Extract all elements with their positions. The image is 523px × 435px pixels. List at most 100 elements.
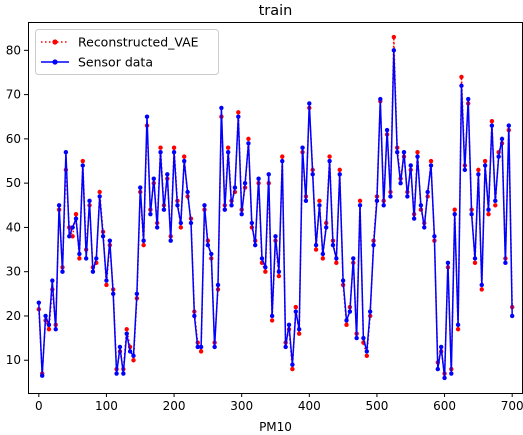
- data-point: [182, 154, 186, 158]
- data-point: [273, 234, 277, 238]
- data-point: [459, 75, 463, 79]
- data-point: [500, 137, 504, 141]
- data-point: [209, 252, 213, 256]
- data-point: [70, 225, 74, 229]
- data-point: [223, 208, 227, 212]
- data-point: [229, 203, 233, 207]
- data-point: [473, 256, 477, 260]
- data-point: [219, 106, 223, 110]
- data-point: [480, 283, 484, 287]
- y-tick-label: 80: [6, 43, 21, 57]
- data-point: [121, 371, 125, 375]
- data-point: [263, 269, 267, 273]
- data-point: [486, 212, 490, 216]
- data-point: [131, 354, 135, 358]
- data-point: [365, 349, 369, 353]
- data-point: [439, 345, 443, 349]
- data-point: [392, 35, 396, 39]
- series-sensor-data: [37, 48, 515, 380]
- data-point: [419, 203, 423, 207]
- data-point: [270, 314, 274, 318]
- data-point: [446, 261, 450, 265]
- legend-label: Reconstructed_VAE: [78, 35, 199, 50]
- legend-marker: [52, 39, 57, 44]
- data-point: [395, 150, 399, 154]
- data-point: [77, 252, 81, 256]
- data-point: [365, 354, 369, 358]
- x-tick-label: 700: [501, 399, 523, 413]
- data-point: [412, 216, 416, 220]
- data-point: [348, 309, 352, 313]
- data-point: [405, 194, 409, 198]
- data-point: [321, 256, 325, 260]
- data-point: [74, 212, 78, 216]
- data-point: [463, 168, 467, 172]
- plot-frame: [29, 23, 523, 394]
- data-point: [128, 349, 132, 353]
- data-point: [331, 243, 335, 247]
- data-point: [415, 150, 419, 154]
- data-point: [344, 318, 348, 322]
- data-point: [493, 199, 497, 203]
- chart-title: train: [259, 3, 293, 19]
- data-point: [304, 199, 308, 203]
- data-point: [473, 261, 477, 265]
- data-point: [338, 168, 342, 172]
- data-point: [158, 150, 162, 154]
- legend-label: Sensor data: [78, 55, 153, 70]
- data-point: [138, 185, 142, 189]
- data-point: [503, 261, 507, 265]
- data-point: [239, 212, 243, 216]
- data-point: [226, 150, 230, 154]
- data-point: [483, 163, 487, 167]
- data-point: [250, 221, 254, 225]
- data-point: [189, 221, 193, 225]
- data-point: [381, 203, 385, 207]
- data-point: [480, 287, 484, 291]
- x-tick-label: 400: [298, 399, 321, 413]
- data-point: [493, 203, 497, 207]
- data-point: [168, 239, 172, 243]
- data-point: [483, 159, 487, 163]
- data-point: [131, 358, 135, 362]
- data-point: [290, 367, 294, 371]
- data-point: [104, 278, 108, 282]
- data-point: [368, 309, 372, 313]
- data-point: [425, 190, 429, 194]
- data-point: [267, 172, 271, 176]
- data-point: [199, 349, 203, 353]
- data-point: [449, 371, 453, 375]
- data-point: [327, 159, 331, 163]
- data-point: [256, 177, 260, 181]
- data-point: [246, 141, 250, 145]
- data-point: [361, 336, 365, 340]
- y-tick-label: 50: [6, 176, 21, 190]
- data-point: [57, 203, 61, 207]
- data-point: [260, 256, 264, 260]
- x-axis-label: PM10: [259, 420, 292, 434]
- data-point: [172, 150, 176, 154]
- data-point: [236, 115, 240, 119]
- data-point: [294, 305, 298, 309]
- data-point: [97, 190, 101, 194]
- data-point: [327, 154, 331, 158]
- data-point: [354, 336, 358, 340]
- data-point: [199, 345, 203, 349]
- data-point: [277, 274, 281, 278]
- data-point: [283, 345, 287, 349]
- data-point: [54, 327, 58, 331]
- data-point: [152, 177, 156, 181]
- data-point: [104, 283, 108, 287]
- data-point: [358, 203, 362, 207]
- data-point: [175, 203, 179, 207]
- data-point: [206, 243, 210, 247]
- data-point: [233, 185, 237, 189]
- data-point: [486, 208, 490, 212]
- data-point: [74, 216, 78, 220]
- data-point: [155, 225, 159, 229]
- data-point: [429, 159, 433, 163]
- data-point: [317, 199, 321, 203]
- x-tick-label: 100: [95, 399, 118, 413]
- data-point: [277, 269, 281, 273]
- data-point: [216, 283, 220, 287]
